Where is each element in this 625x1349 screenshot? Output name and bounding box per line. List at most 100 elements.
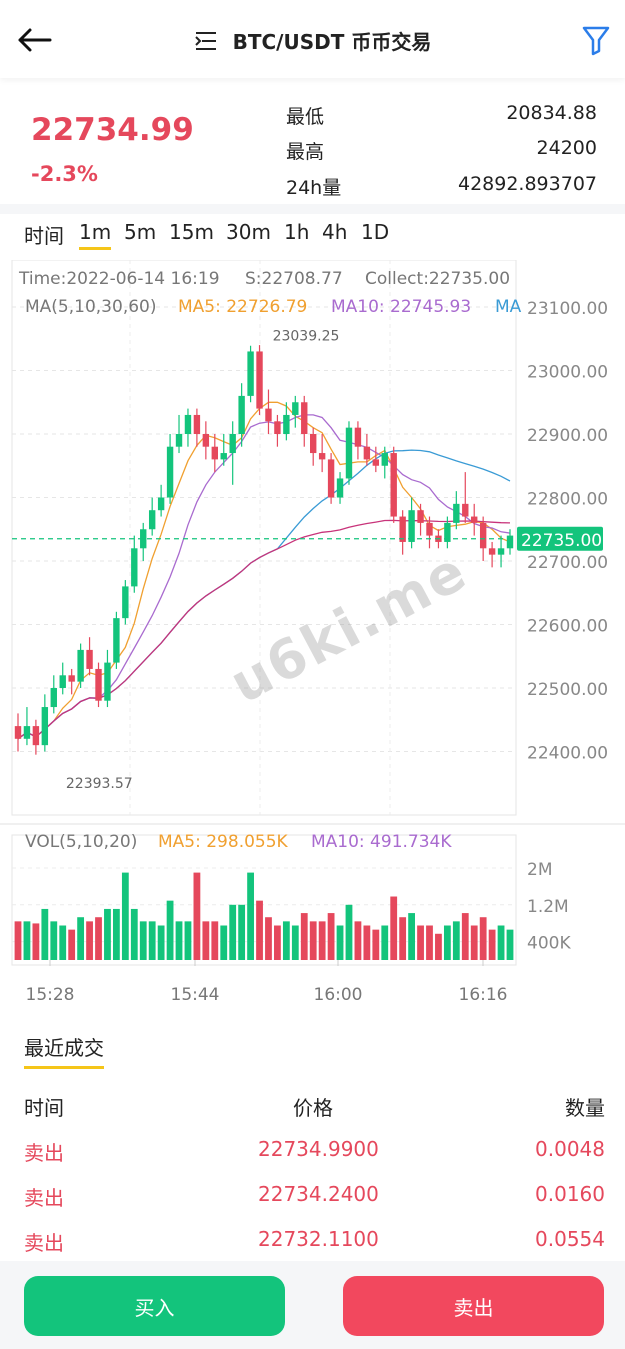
trade-amount: 0.0048 [535, 1137, 605, 1161]
volume-bar [488, 929, 496, 960]
volume-bar [390, 896, 398, 960]
tab-1d[interactable]: 1D [361, 220, 390, 244]
volume-bars [14, 872, 514, 960]
list-icon[interactable] [194, 30, 218, 52]
price-panel-frame [11, 260, 517, 816]
candle-body [292, 402, 299, 415]
last-price: 22734.99 [31, 112, 194, 148]
x-tick-label: 15:44 [171, 985, 220, 1005]
candle-body [301, 402, 308, 434]
candle-body [86, 649, 93, 669]
tab-5m[interactable]: 5m [124, 220, 157, 244]
volume-bar [59, 925, 67, 960]
tab-1m[interactable]: 1m [79, 220, 112, 250]
ma5-legend: MA5: 22726.79 [178, 297, 307, 317]
volume-bar [381, 925, 389, 960]
spacer [0, 1010, 625, 1016]
candle-body [50, 688, 57, 708]
candle-body [113, 618, 120, 663]
candle-body [345, 427, 353, 479]
volume-bar [32, 923, 40, 960]
volume-bar [291, 925, 299, 960]
volume-bar [23, 921, 31, 960]
candle-body [175, 434, 183, 447]
volume-bar [327, 913, 335, 960]
low-label: 最低 [286, 106, 325, 128]
y-tick-label: 23100.00 [527, 299, 608, 319]
volume-bar [345, 904, 353, 960]
current-price-tag-bg [517, 526, 603, 551]
tab-4h[interactable]: 4h [322, 220, 348, 244]
back-arrow-icon[interactable] [14, 22, 54, 58]
kline-chart[interactable]: 23100.00 23000.00 22900.00 22800.00 22700.00… [0, 260, 625, 1010]
volume-bar [95, 917, 102, 960]
trade-row: 卖出 22734.2400 0.0160 [0, 1182, 625, 1222]
volume-bar [417, 925, 424, 960]
current-price-tag: 22735.00 [521, 531, 602, 551]
volume-panel-frame [11, 834, 517, 966]
ma30-legend: MA [495, 297, 522, 317]
buy-button[interactable]: 买入 [24, 1276, 285, 1336]
y-tick-label: 22700.00 [527, 553, 608, 573]
info-collect: Collect:22735.00 [365, 269, 510, 289]
volume-bar [130, 908, 138, 960]
trade-amount: 0.0554 [535, 1227, 605, 1251]
volume-bar [148, 921, 156, 960]
candle-body [211, 446, 218, 460]
filter-icon[interactable] [581, 24, 611, 56]
sell-button[interactable]: 卖出 [343, 1276, 604, 1336]
vol-tick-label: 1.2M [527, 897, 569, 917]
volume-bar [202, 921, 210, 960]
volume-bar [274, 925, 281, 960]
candle-body [247, 351, 254, 396]
candle-body [283, 414, 290, 434]
candle-body [488, 548, 496, 555]
vol-legend-label: VOL(5,10,20) [25, 832, 137, 852]
volume-bar [497, 925, 505, 960]
ma10-legend: MA10: 22745.93 [331, 297, 471, 317]
x-tick-label: 16:16 [459, 985, 508, 1005]
candle-body [140, 529, 147, 549]
candle-body [238, 395, 245, 434]
recent-trades-title[interactable]: 最近成交 [24, 1032, 104, 1069]
volume-bar [166, 900, 174, 960]
volume-bar [238, 904, 246, 960]
tab-1h[interactable]: 1h [284, 220, 310, 244]
trade-price: 22734.9900 [258, 1137, 379, 1161]
candle-body [14, 726, 22, 739]
volume-bar [443, 925, 451, 960]
ma-legend-label: MA(5,10,30,60) [25, 297, 156, 317]
max-price-label: 23039.25 [273, 329, 340, 345]
info-s: S:22708.77 [245, 269, 343, 289]
candle-body [354, 427, 362, 447]
tab-time[interactable]: 时间 [24, 224, 64, 248]
y-tick-label: 22900.00 [527, 426, 608, 446]
candle-body [426, 522, 433, 536]
volume-bar [184, 921, 192, 960]
volume-bar [408, 913, 415, 960]
trade-amount: 0.0160 [535, 1182, 605, 1206]
page-title: BTC/USDT 币币交易 [232, 30, 432, 54]
volume-bar [77, 917, 85, 960]
y-tick-label: 22400.00 [527, 744, 608, 764]
candle-body [327, 459, 335, 498]
volume-bar [256, 900, 263, 960]
header-price: 价格 [293, 1096, 333, 1120]
volume-bar [86, 921, 93, 960]
candle-body [131, 548, 138, 587]
chart-labels: 23100.00 23000.00 22900.00 22800.00 22700.00… [12, 269, 608, 1005]
volume-value: 42892.893707 [457, 173, 597, 195]
candle-body [68, 675, 75, 682]
candle-body [184, 414, 192, 434]
page-title-wrap: BTC/USDT 币币交易 [0, 26, 625, 55]
volume-bar [336, 925, 344, 960]
volume-bar [300, 913, 308, 960]
candle-body [453, 503, 460, 523]
tab-30m[interactable]: 30m [226, 220, 271, 244]
tab-15m[interactable]: 15m [169, 220, 214, 244]
candle-body [265, 408, 272, 422]
candle-body [166, 446, 174, 498]
high-value: 24200 [536, 137, 597, 159]
vol-tick-label: 400K [527, 934, 571, 954]
volume-bar [157, 925, 165, 960]
